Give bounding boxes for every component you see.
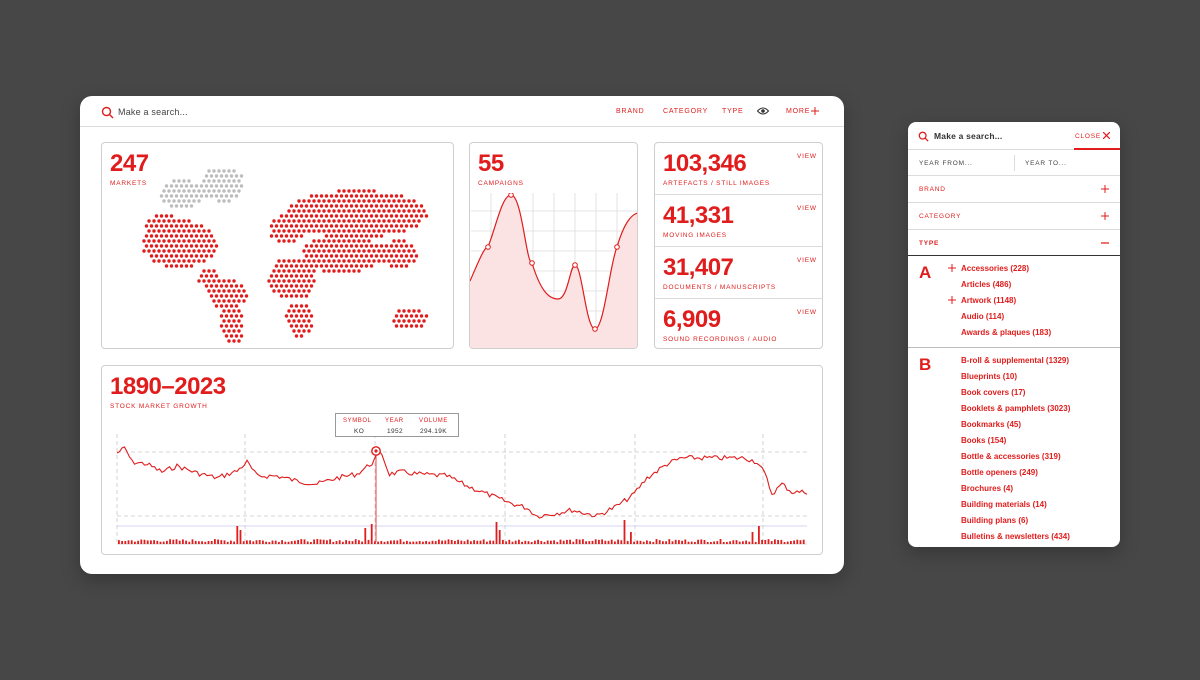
campaigns-card: 55 CAMPAIGNS <box>469 142 638 349</box>
close-icon[interactable] <box>1103 132 1110 139</box>
expand-plus-icon[interactable] <box>948 264 956 272</box>
campaigns-label: CAMPAIGNS <box>478 180 524 187</box>
tooltip-volume-value: 294.19K <box>420 428 448 435</box>
expand-plus-icon[interactable] <box>1101 185 1109 193</box>
chart-tooltip: SYMBOL YEAR VOLUME KO 1952 294.19K <box>335 413 459 437</box>
tooltip-symbol-label: SYMBOL <box>343 418 372 424</box>
search-icon[interactable] <box>101 106 114 119</box>
type-option[interactable]: Bottle & accessories (319) <box>961 452 1061 461</box>
close-underline <box>1074 148 1120 150</box>
panel-search-input[interactable]: Make a search... <box>934 131 1003 141</box>
year-to-input[interactable]: YEAR TO... <box>1025 160 1067 167</box>
tooltip-year-value: 1952 <box>387 428 404 435</box>
stat-row: 6,909 SOUND RECORDINGS / AUDIO VIEW <box>655 299 822 348</box>
plus-icon[interactable] <box>811 107 819 115</box>
close-button[interactable]: CLOSE <box>1075 133 1102 140</box>
type-option[interactable]: Bulletins & newsletters (434) <box>961 532 1070 541</box>
type-filter[interactable]: TYPE <box>908 230 1120 256</box>
collapse-minus-icon[interactable] <box>1101 242 1109 244</box>
campaigns-count: 55 <box>478 150 504 177</box>
top-bar: Make a search... BRAND CATEGORY TYPE MOR… <box>80 96 844 127</box>
type-option[interactable]: Books (154) <box>961 436 1007 445</box>
type-option[interactable]: B-roll & supplemental (1329) <box>961 356 1070 365</box>
nav-brand[interactable]: BRAND <box>616 108 645 115</box>
type-option[interactable]: Audio (114) <box>961 312 1005 321</box>
tooltip-volume-label: VOLUME <box>419 418 448 424</box>
type-option[interactable]: Bottle openers (249) <box>961 468 1038 477</box>
type-option[interactable]: Blueprints (10) <box>961 372 1018 381</box>
eye-icon[interactable] <box>757 106 769 116</box>
filter-panel: Make a search... CLOSE YEAR FROM... YEAR… <box>908 122 1120 547</box>
view-link[interactable]: VIEW <box>797 309 817 316</box>
stat-row: 103,346 ARTEFACTS / STILL IMAGES VIEW <box>655 143 822 195</box>
brand-filter[interactable]: BRAND <box>908 176 1120 203</box>
tooltip-year-label: YEAR <box>385 418 404 424</box>
tooltip-symbol-value: KO <box>354 428 365 435</box>
dashboard-window: Make a search... BRAND CATEGORY TYPE MOR… <box>80 96 844 574</box>
campaigns-curve-chart <box>470 193 637 348</box>
brand-filter-label: BRAND <box>919 186 946 193</box>
timeline-card: 1890–2023 STOCK MARKET GROWTH SYMBOL <box>101 365 823 555</box>
type-option[interactable]: Artwork (1148) <box>961 296 1017 305</box>
type-option[interactable]: Awards & plaques (183) <box>961 328 1052 337</box>
view-link[interactable]: VIEW <box>797 257 817 264</box>
type-option[interactable]: Book covers (17) <box>961 388 1026 397</box>
nav-category[interactable]: CATEGORY <box>663 108 709 115</box>
nav-type[interactable]: TYPE <box>722 108 744 115</box>
stat-row: 41,331 MOVING IMAGES VIEW <box>655 195 822 247</box>
view-link[interactable]: VIEW <box>797 205 817 212</box>
stat-value: 31,407 <box>663 254 734 281</box>
category-filter-label: CATEGORY <box>919 213 962 220</box>
timeline-subtitle: STOCK MARKET GROWTH <box>110 403 208 410</box>
stat-label: MOVING IMAGES <box>663 232 727 239</box>
world-map <box>142 169 429 343</box>
type-option[interactable]: Accessories (228) <box>961 264 1030 273</box>
markets-label: MARKETS <box>110 180 148 187</box>
stat-row: 31,407 DOCUMENTS / MANUSCRIPTS VIEW <box>655 247 822 299</box>
timeline-title: 1890–2023 <box>110 373 226 400</box>
stat-label: DOCUMENTS / MANUSCRIPTS <box>663 284 777 291</box>
group-letter-a: A <box>919 263 932 282</box>
group-letter-b: B <box>919 355 932 374</box>
markets-count: 247 <box>110 150 149 177</box>
search-icon[interactable] <box>918 131 929 142</box>
type-option[interactable]: Articles (486) <box>961 280 1012 289</box>
group-divider <box>908 347 1120 348</box>
stat-value: 6,909 <box>663 306 721 333</box>
stat-value: 41,331 <box>663 202 734 229</box>
stat-label: ARTEFACTS / STILL IMAGES <box>663 180 770 187</box>
type-option[interactable]: Brochures (4) <box>961 484 1014 493</box>
type-option[interactable]: Booklets & pamphlets (3023) <box>961 404 1071 413</box>
year-range-row: YEAR FROM... YEAR TO... <box>908 150 1120 176</box>
type-option[interactable]: Building plans (6) <box>961 516 1029 525</box>
nav-more[interactable]: MORE <box>786 108 811 115</box>
search-input[interactable]: Make a search... <box>118 107 188 117</box>
markets-card: 247 MARKETS <box>101 142 454 349</box>
stat-value: 103,346 <box>663 150 747 177</box>
year-from-input[interactable]: YEAR FROM... <box>919 160 973 167</box>
expand-plus-icon[interactable] <box>948 296 956 304</box>
stock-line-chart[interactable] <box>112 432 812 548</box>
stat-label: SOUND RECORDINGS / AUDIO <box>663 336 778 343</box>
expand-plus-icon[interactable] <box>1101 212 1109 220</box>
stats-card: 103,346 ARTEFACTS / STILL IMAGES VIEW 41… <box>654 142 823 349</box>
type-filter-label: TYPE <box>919 240 940 247</box>
type-option[interactable]: Bookmarks (45) <box>961 420 1022 429</box>
panel-search-bar: Make a search... CLOSE <box>908 122 1120 150</box>
view-link[interactable]: VIEW <box>797 153 817 160</box>
category-filter[interactable]: CATEGORY <box>908 203 1120 230</box>
type-option[interactable]: Building materials (14) <box>961 500 1047 509</box>
